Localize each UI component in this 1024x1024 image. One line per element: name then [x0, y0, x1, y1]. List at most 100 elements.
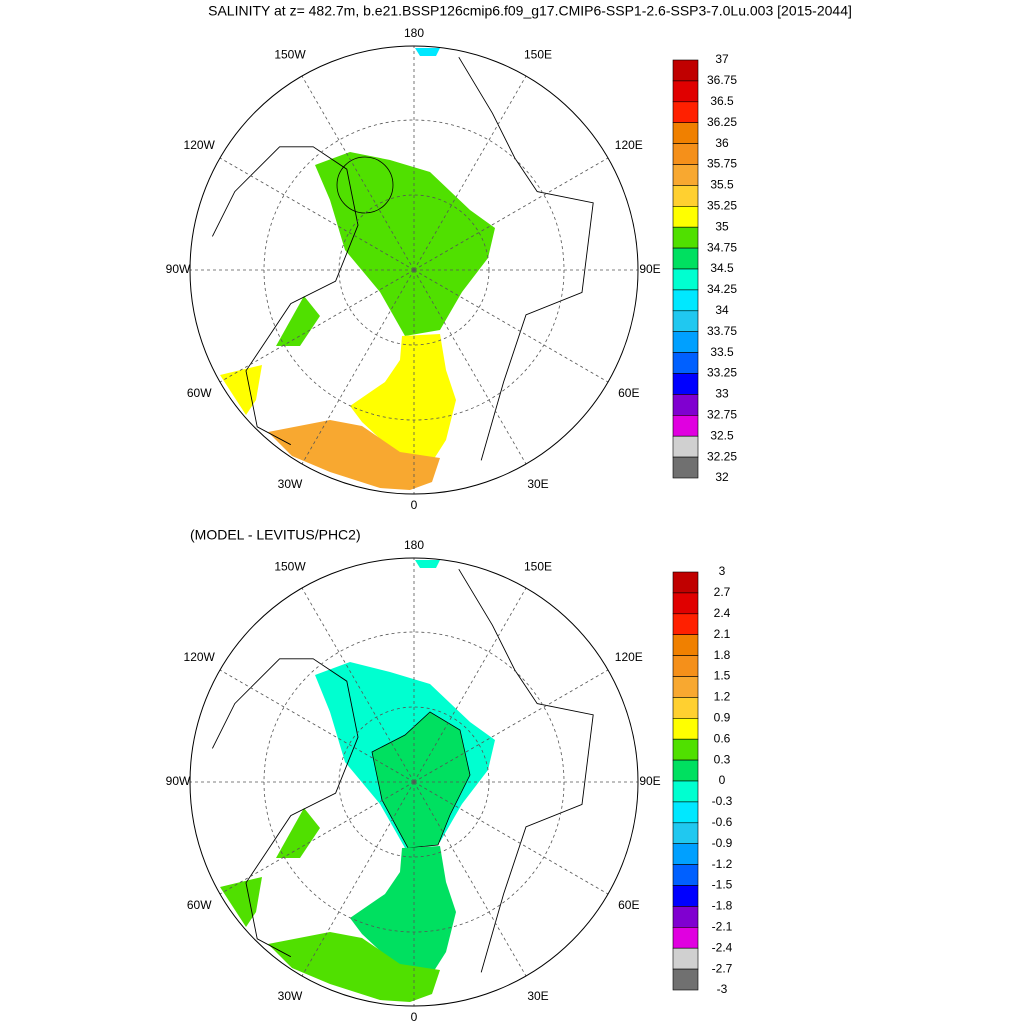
colorbar-label: 1.8 — [714, 648, 731, 662]
colorbar-label: -2.4 — [712, 940, 733, 954]
salinity-field — [220, 48, 495, 490]
colorbar-label: 35.5 — [710, 178, 734, 192]
longitude-label: 30E — [527, 989, 548, 1003]
colorbar-swatch — [672, 414, 699, 437]
colorbar-swatch — [672, 613, 699, 635]
colorbar-swatch — [672, 59, 699, 82]
longitude-label: 90E — [639, 262, 660, 276]
colorbar-label: 34 — [715, 303, 729, 317]
colorbar-swatch — [672, 780, 699, 803]
colorbar-swatch — [672, 206, 699, 228]
coastline — [458, 568, 594, 973]
colorbar-label: -0.6 — [712, 815, 733, 829]
meridian — [413, 75, 527, 271]
longitude-label: 90W — [166, 262, 191, 276]
colorbar-label: 0 — [719, 773, 726, 787]
colorbar-swatch — [672, 331, 699, 353]
colorbar-swatch — [672, 822, 699, 844]
colorbar-label: 32 — [715, 470, 729, 484]
colorbar-label: 36.25 — [707, 115, 737, 129]
longitude-label: 0 — [411, 1010, 418, 1024]
colorbar-swatch — [672, 310, 699, 332]
meridian — [301, 75, 415, 271]
colorbar-label: 3 — [719, 564, 726, 578]
longitude-label: 30W — [278, 477, 303, 491]
colorbar-label: 2.7 — [714, 585, 731, 599]
longitude-label: 120W — [184, 138, 216, 152]
colorbar-swatch — [672, 843, 699, 865]
longitude-label: 60E — [618, 898, 639, 912]
colorbar-label: -1.8 — [712, 899, 733, 913]
colorbar-swatch — [672, 80, 699, 103]
colorbar-label: -1.2 — [712, 857, 733, 871]
longitude-label: 0 — [411, 498, 418, 512]
colorbar-label: 1.2 — [714, 690, 731, 704]
colorbar-swatch — [672, 373, 699, 395]
meridian — [301, 587, 415, 783]
meridian — [413, 669, 609, 783]
colorbar-swatch — [672, 717, 699, 740]
colorbar-swatch — [672, 697, 699, 719]
meridian — [413, 269, 609, 383]
colorbar-label: 33.5 — [710, 345, 734, 359]
longitude-label: 120W — [184, 650, 216, 664]
colorbar-label: -0.3 — [712, 794, 733, 808]
colorbar-swatch — [672, 247, 699, 270]
colorbar-label: 2.1 — [714, 627, 731, 641]
coastline — [211, 146, 359, 446]
longitude-label: 60W — [187, 386, 212, 400]
longitude-label: 30W — [278, 989, 303, 1003]
colorbar-swatch — [672, 801, 699, 824]
colorbar-swatch — [672, 268, 699, 291]
colorbar-label: 34.5 — [710, 261, 734, 275]
figure-title: SALINITY at z= 482.7m, b.e21.BSSP126cmip… — [208, 3, 852, 19]
colorbar-swatch — [672, 164, 699, 186]
colorbar-swatch — [672, 947, 699, 970]
longitude-label: 60W — [187, 898, 212, 912]
longitude-label: 150E — [524, 559, 552, 573]
colorbar-label: -1.5 — [712, 878, 733, 892]
colorbar-label: -0.9 — [712, 836, 733, 850]
colorbar-swatch — [672, 101, 699, 124]
colorbar-swatch — [672, 906, 699, 928]
colorbar-swatch — [672, 571, 699, 594]
colorbar-swatch — [672, 968, 699, 991]
colorbar-label: 37 — [715, 52, 729, 66]
colorbar-label: 34.75 — [707, 240, 737, 254]
meridian — [413, 269, 527, 465]
colorbar-label: -2.1 — [712, 919, 733, 933]
meridian — [413, 587, 527, 783]
longitude-label: 150E — [524, 47, 552, 61]
colorbar-label: -2.7 — [712, 961, 733, 975]
colorbar-swatch — [672, 435, 699, 458]
longitude-label: 60E — [618, 386, 639, 400]
colorbar-label: 1.5 — [714, 669, 731, 683]
meridian — [219, 269, 415, 383]
colorbar-label: -3 — [717, 982, 728, 996]
longitude-label: 150W — [274, 559, 306, 573]
colorbar-label: 36.75 — [707, 73, 737, 87]
longitude-label: 90E — [639, 774, 660, 788]
colorbar-swatch — [672, 634, 699, 656]
colorbar-label: 32.5 — [710, 428, 734, 442]
colorbar-label: 34.25 — [707, 282, 737, 296]
colorbar-label: 0.9 — [714, 710, 731, 724]
meridian — [301, 269, 415, 465]
colorbar-label: 0.3 — [714, 752, 731, 766]
meridian — [413, 781, 609, 895]
coastline — [458, 56, 594, 461]
colorbar-swatch — [672, 352, 699, 374]
longitude-label: 120E — [615, 650, 643, 664]
colorbar-swatch — [672, 655, 699, 677]
colorbar-label: 35.25 — [707, 198, 737, 212]
colorbar-swatch — [672, 676, 699, 698]
longitude-label: 90W — [166, 774, 191, 788]
meridian — [301, 781, 415, 977]
colorbar-label: 33 — [715, 387, 729, 401]
colorbar-label: 36.5 — [710, 94, 734, 108]
colorbar-label: 35.75 — [707, 157, 737, 171]
longitude-label: 180 — [404, 26, 424, 40]
meridian — [413, 781, 527, 977]
longitude-label: 120E — [615, 138, 643, 152]
